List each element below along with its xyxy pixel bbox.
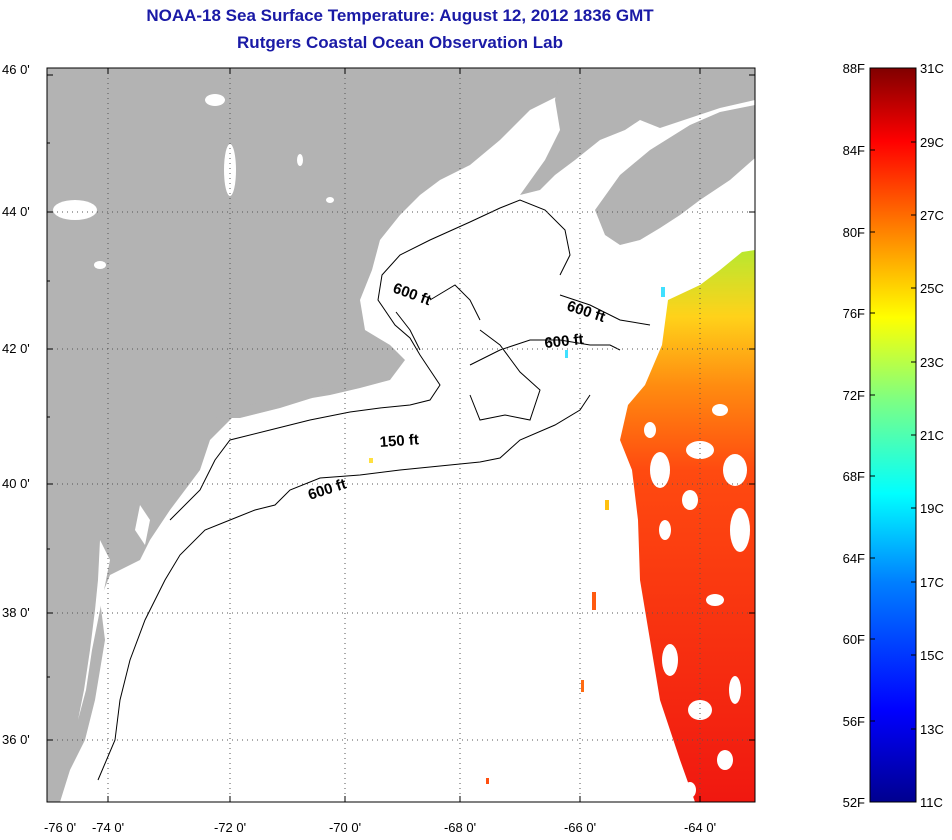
f-label-52: 52F [843, 795, 865, 810]
colorbar-fahrenheit-labels: 88F 84F 80F 76F 72F 68F 64F 60F 56F 52F [843, 61, 865, 810]
c-label-29: 29C [920, 135, 944, 150]
inland-lakes [53, 94, 334, 269]
map-frame [46, 67, 756, 803]
lon-label-74: -74 0' [92, 820, 124, 835]
depth-label-3: 600 ft [544, 331, 585, 352]
f-label-60: 60F [843, 632, 865, 647]
lon-label-66: -66 0' [564, 820, 596, 835]
cloud-gaps [644, 404, 750, 798]
sst-data-region [620, 250, 755, 802]
bathymetry-contours [97, 199, 651, 781]
f-label-68: 68F [843, 469, 865, 484]
f-label-88: 88F [843, 61, 865, 76]
land-nova-scotia [595, 105, 755, 245]
colorbar-ticks [870, 141, 916, 730]
c-label-17: 17C [920, 575, 944, 590]
map-subtitle: Rutgers Coastal Ocean Observation Lab [237, 33, 563, 52]
lat-label-38: 38 0' [2, 605, 30, 620]
lon-label-70: -70 0' [329, 820, 361, 835]
c-label-19: 19C [920, 501, 944, 516]
lon-label-64: -64 0' [684, 820, 716, 835]
lat-label-36: 36 0' [2, 732, 30, 747]
c-label-27: 27C [920, 208, 944, 223]
f-label-64: 64F [843, 551, 865, 566]
lon-label-72: -72 0' [214, 820, 246, 835]
f-label-56: 56F [843, 714, 865, 729]
axis-ticks [47, 68, 755, 802]
lat-label-40: 40 0' [2, 476, 30, 491]
map-gridlines [47, 68, 755, 802]
c-label-13: 13C [920, 722, 944, 737]
map-title: NOAA-18 Sea Surface Temperature: August … [146, 6, 654, 25]
lat-label-46: 46 0' [2, 62, 30, 77]
land-mainland [47, 68, 560, 802]
c-label-11: 11C [920, 795, 943, 810]
f-label-80: 80F [843, 225, 865, 240]
delaware-bay [135, 505, 150, 545]
land-long-island [215, 382, 330, 418]
c-label-31: 31C [920, 61, 944, 76]
c-label-25: 25C [920, 281, 944, 296]
lat-label-44: 44 0' [2, 204, 30, 219]
lon-label-68: -68 0' [444, 820, 476, 835]
lat-label-42: 42 0' [2, 341, 30, 356]
depth-label-4: 150 ft [379, 431, 419, 451]
lon-label-76: -76 0' [44, 820, 76, 835]
chesapeake-bay [78, 540, 110, 720]
c-label-23: 23C [920, 355, 944, 370]
c-label-15: 15C [920, 648, 944, 663]
c-label-21: 21C [920, 428, 944, 443]
f-label-84: 84F [843, 143, 865, 158]
f-label-72: 72F [843, 388, 865, 403]
land-new-brunswick [520, 68, 755, 195]
f-label-76: 76F [843, 306, 865, 321]
temperature-colorbar [869, 67, 917, 803]
colorbar-celsius-labels: 31C 29C 27C 25C 23C 21C 19C 17C 15C 13C … [920, 61, 944, 810]
